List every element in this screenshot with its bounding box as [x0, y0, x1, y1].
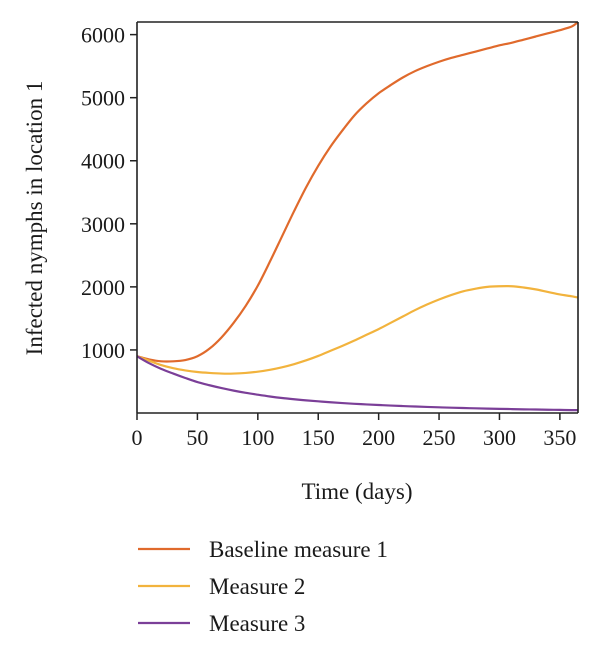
x-tick-label: 350: [543, 425, 576, 450]
x-tick-label: 200: [362, 425, 395, 450]
y-tick-label: 2000: [81, 275, 125, 300]
legend-label: Baseline measure 1: [209, 537, 388, 562]
series-line-3: [137, 355, 578, 412]
y-tick-label: 6000: [81, 23, 125, 48]
y-tick-label: 3000: [81, 212, 125, 237]
series-layer: [137, 22, 578, 412]
x-tick-label: 150: [302, 425, 335, 450]
y-axis-label: Infected nymphs in location 1: [22, 81, 47, 356]
x-tick-label: 250: [423, 425, 456, 450]
series-line-1: [137, 22, 578, 363]
x-axis-ticks: 0 50 100 150 200 250 300 350: [132, 413, 576, 450]
x-tick-label: 300: [483, 425, 516, 450]
x-tick-label: 50: [186, 425, 208, 450]
y-tick-label: 1000: [81, 338, 125, 363]
y-tick-label: 4000: [81, 149, 125, 174]
legend: Baseline measure 1 Measure 2 Measure 3: [138, 537, 388, 636]
x-tick-label: 100: [241, 425, 274, 450]
y-axis-ticks: 1000 2000 3000 4000 5000 6000: [81, 23, 137, 363]
legend-label: Measure 2: [209, 574, 305, 599]
legend-label: Measure 3: [209, 611, 305, 636]
plot-area: [136, 21, 579, 414]
series-line-2: [137, 285, 578, 375]
x-axis-label: Time (days): [302, 479, 413, 504]
y-tick-label: 5000: [81, 86, 125, 111]
x-tick-label: 0: [132, 425, 143, 450]
